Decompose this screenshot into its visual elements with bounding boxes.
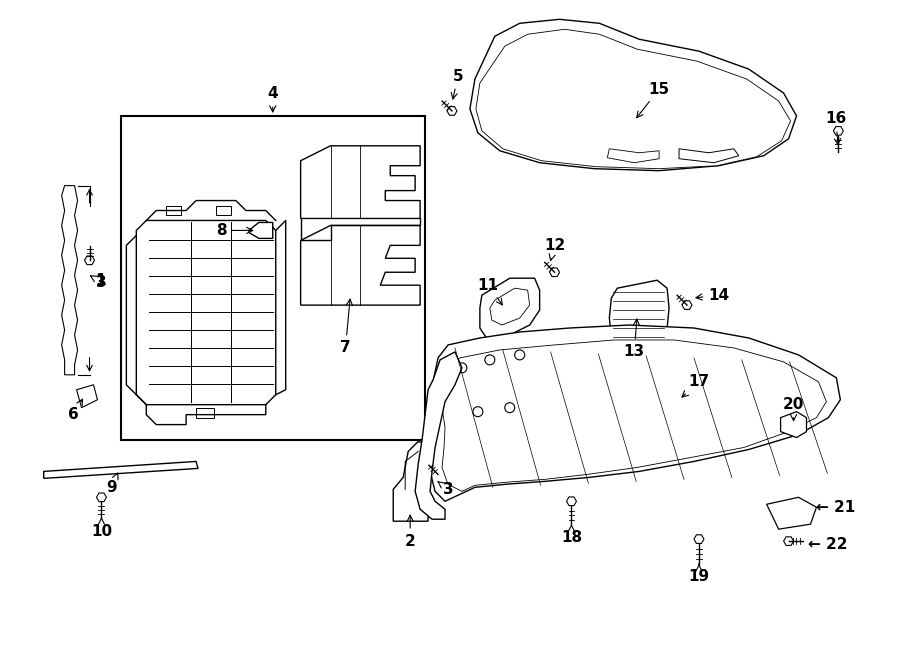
- Polygon shape: [682, 301, 692, 309]
- Text: 16: 16: [825, 111, 846, 145]
- Polygon shape: [694, 535, 704, 544]
- Polygon shape: [430, 325, 841, 501]
- Polygon shape: [96, 493, 106, 502]
- Text: 20: 20: [783, 397, 805, 420]
- Text: 10: 10: [91, 518, 112, 539]
- Polygon shape: [433, 470, 443, 479]
- Bar: [166, 205, 181, 216]
- Text: 15: 15: [636, 81, 670, 118]
- Bar: [216, 205, 231, 216]
- Polygon shape: [784, 537, 794, 545]
- Polygon shape: [609, 280, 669, 345]
- Polygon shape: [301, 146, 420, 218]
- Polygon shape: [415, 352, 462, 519]
- Polygon shape: [566, 497, 577, 506]
- Polygon shape: [76, 385, 97, 408]
- Text: 11: 11: [477, 277, 502, 305]
- Bar: [196, 408, 214, 418]
- Polygon shape: [480, 278, 540, 340]
- Text: 6: 6: [68, 399, 83, 422]
- Text: 12: 12: [544, 238, 565, 260]
- Text: 1: 1: [95, 273, 106, 288]
- Polygon shape: [476, 29, 790, 169]
- Text: 8: 8: [216, 223, 253, 238]
- Polygon shape: [608, 149, 659, 163]
- Polygon shape: [550, 268, 560, 277]
- Text: 13: 13: [624, 319, 644, 359]
- Text: 7: 7: [340, 299, 353, 355]
- Text: 3: 3: [91, 275, 107, 290]
- Text: ← 21: ← 21: [816, 500, 856, 515]
- Polygon shape: [447, 107, 457, 115]
- Text: 19: 19: [688, 564, 709, 585]
- Polygon shape: [301, 226, 420, 305]
- Polygon shape: [85, 256, 94, 265]
- Polygon shape: [136, 220, 275, 404]
- Text: ← 22: ← 22: [808, 537, 848, 551]
- Text: 18: 18: [561, 524, 582, 545]
- Text: 14: 14: [696, 288, 729, 303]
- Polygon shape: [490, 288, 530, 325]
- Polygon shape: [767, 497, 816, 529]
- Polygon shape: [248, 222, 273, 238]
- Text: 2: 2: [405, 515, 416, 549]
- Polygon shape: [833, 126, 843, 135]
- Text: 3: 3: [437, 481, 454, 497]
- Polygon shape: [679, 149, 739, 163]
- Polygon shape: [470, 19, 796, 171]
- Text: 9: 9: [106, 473, 118, 495]
- Bar: [122, 116, 425, 440]
- Polygon shape: [61, 185, 77, 375]
- Polygon shape: [780, 412, 806, 438]
- Polygon shape: [442, 340, 826, 491]
- Text: 5: 5: [451, 69, 464, 99]
- Text: 4: 4: [267, 87, 278, 112]
- Text: 17: 17: [682, 374, 709, 397]
- Polygon shape: [44, 461, 198, 479]
- Polygon shape: [393, 442, 428, 521]
